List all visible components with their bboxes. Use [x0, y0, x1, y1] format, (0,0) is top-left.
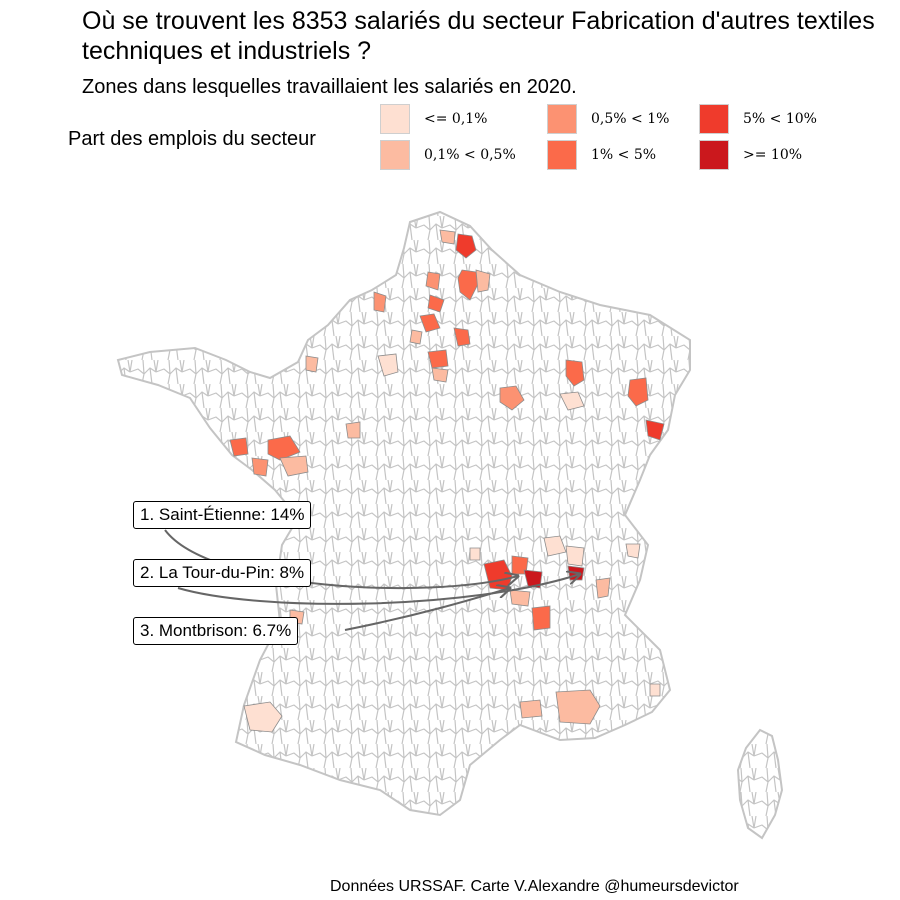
- source-caption: Données URSSAF. Carte V.Alexandre @humeu…: [330, 878, 739, 895]
- legend-item-5: 5% < 10%: [699, 104, 817, 134]
- legend-swatch: [547, 140, 577, 170]
- arrow-montbrison: [344, 588, 510, 631]
- legend-item-3: 0,5% < 1%: [547, 104, 669, 134]
- annotation-saint-etienne: 1. Saint-Étienne: 14%: [133, 501, 312, 529]
- arrow-saint-etienne: [164, 529, 518, 590]
- arrow-la-tour-du-pin: [177, 574, 580, 605]
- legend-item-label: >= 10%: [743, 147, 803, 163]
- zone-north-1: [455, 233, 477, 259]
- legend-item-1: <= 0,1%: [380, 104, 487, 134]
- annotation-montbrison: 3. Montbrison: 6.7%: [133, 617, 299, 645]
- legend-item-4: 1% < 5%: [547, 140, 656, 170]
- legend-item-label: 0,1% < 0,5%: [424, 147, 516, 163]
- legend-title: Part des emplois du secteur: [68, 128, 316, 150]
- legend-swatch: [699, 140, 729, 170]
- zone-borders: [118, 212, 690, 815]
- legend-swatch: [380, 140, 410, 170]
- annotation-arrows: [164, 529, 580, 631]
- legend-item-label: <= 0,1%: [424, 111, 488, 127]
- legend-item-2: 0,1% < 0,5%: [380, 140, 516, 170]
- legend-item-label: 1% < 5%: [591, 147, 657, 163]
- zone-north-2: [439, 229, 456, 245]
- legend-swatch: [380, 104, 410, 134]
- annotation-la-tour-du-pin: 2. La Tour-du-Pin: 8%: [133, 559, 312, 587]
- legend-item-label: 0,5% < 1%: [591, 111, 670, 127]
- map-title: Où se trouvent les 8353 salariés du sect…: [82, 7, 875, 65]
- legend-swatch: [547, 104, 577, 134]
- map-subtitle: Zones dans lesquelles travaillaient les …: [82, 76, 577, 98]
- legend-item-6: >= 10%: [699, 140, 802, 170]
- legend-swatch: [699, 104, 729, 134]
- corsica: [736, 728, 784, 840]
- legend-item-label: 5% < 10%: [743, 111, 817, 127]
